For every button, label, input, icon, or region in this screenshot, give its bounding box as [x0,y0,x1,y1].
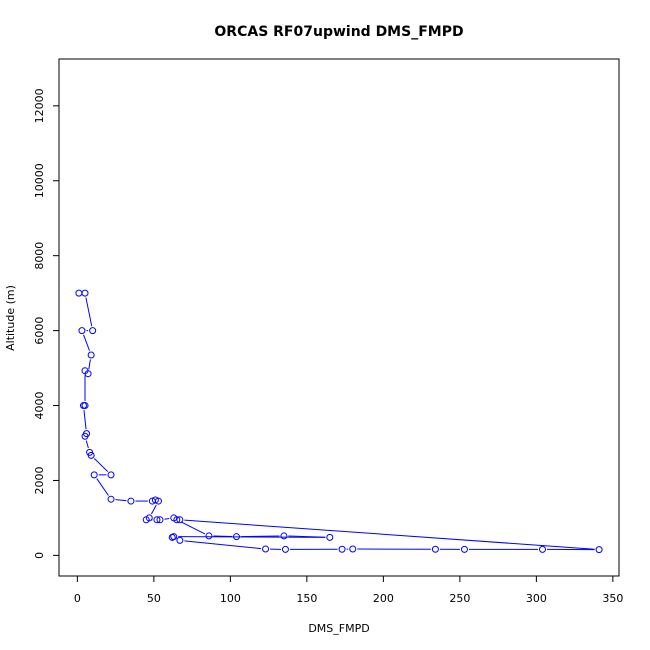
series-0-point-40 [595,546,603,554]
series-0-segment-3 [83,334,91,351]
series-layer [75,289,603,554]
series-0-point-35 [338,545,346,553]
x-tick-label-4: 200 [373,592,394,605]
series-0-point-0 [75,289,83,297]
series-0-point-8 [79,402,87,410]
y-axis-label: Altitude (m) [4,285,17,351]
series-0-point-10 [81,432,89,440]
series-0-point-26 [205,532,213,540]
x-tick-label-0: 0 [74,592,81,605]
x-tick-label-2: 100 [220,592,241,605]
series-0-segment-27 [240,535,280,538]
y-axis: 0 2000 4000 6000 8000 10000 12000 [33,88,59,559]
series-0-segment-10 [85,440,89,449]
x-axis-label: DMS_FMPD [308,622,369,635]
series-0-point-22 [153,516,161,524]
x-tick-label-1: 50 [147,592,161,605]
series-0-segment-4 [88,359,91,370]
y-tick-label-6: 12000 [33,88,46,123]
series-0-point-34 [281,545,289,553]
series-0-point-39 [538,545,546,553]
series-0-point-4 [87,351,95,359]
series-0-point-18 [151,496,159,504]
series-0-point-29 [326,533,334,541]
x-tick-label-3: 150 [296,592,317,605]
series-0-point-12 [87,451,95,459]
y-tick-label-4: 8000 [33,242,46,270]
series-0-point-36 [349,545,357,553]
series-0-point-3 [78,327,86,335]
series-0-point-6 [81,367,89,375]
x-tick-label-6: 300 [526,592,547,605]
series-0-point-25 [173,516,181,524]
series-0-segment-25 [180,521,206,535]
series-0-point-28 [280,532,288,540]
series-0-point-41 [176,516,184,524]
series-0-point-27 [232,533,240,541]
y-tick-label-1: 2000 [33,466,46,494]
y-tick-label-5: 10000 [33,163,46,198]
series-0-point-37 [431,545,439,553]
series-0-point-16 [127,497,135,505]
series-0-segment-12 [93,458,109,473]
x-tick-label-7: 350 [602,592,623,605]
y-tick-label-0: 0 [33,552,46,559]
series-0-point-2 [89,327,97,335]
series-0-segment-19 [150,504,157,515]
series-0-segment-8 [83,409,87,430]
series-0-point-38 [460,545,468,553]
series-0-point-14 [90,471,98,479]
series-0-point-32 [176,536,184,544]
series-0-segment-40 [184,519,595,550]
series-0-segment-32 [184,540,262,550]
series-0-segment-15 [115,499,127,502]
x-axis: 0 50 100 150 200 250 300 350 [74,576,623,605]
y-tick-label-3: 6000 [33,317,46,345]
series-0-point-19 [154,497,162,505]
series-0-point-33 [262,545,270,553]
series-0-point-13 [107,471,115,479]
series-0-point-23 [156,516,164,524]
series-0-point-15 [107,495,115,503]
series-0-point-1 [81,289,89,297]
series-0-segment-29 [178,536,326,538]
series-0-point-31 [168,533,176,541]
x-tick-label-5: 250 [449,592,470,605]
y-tick-label-2: 4000 [33,392,46,420]
series-0-segment-14 [96,478,109,496]
series-0-segment-23 [164,518,170,520]
series-0-point-21 [142,516,150,524]
series-0-segment-1 [85,297,93,327]
chart-title: ORCAS RF07upwind DMS_FMPD [214,24,463,40]
plot-frame [58,58,620,577]
